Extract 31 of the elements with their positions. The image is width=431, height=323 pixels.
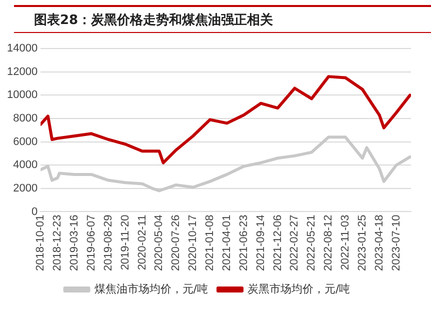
- x-tick-label: 2020-05-04: [153, 214, 166, 272]
- x-tick-label: 2021-01-08: [204, 214, 216, 272]
- y-tick-label: 14000: [6, 42, 38, 55]
- legend-label: 炭黑市场均价，元/吨: [248, 282, 350, 296]
- x-tick-label: 2022-02-27: [288, 214, 301, 272]
- x-tick-label: 2021-04-01: [220, 214, 233, 272]
- x-tick-label: 2021-12-06: [272, 214, 284, 272]
- x-tick-label: 2021-06-23: [238, 214, 250, 272]
- x-tick-label: 2023-07-10: [390, 214, 402, 272]
- x-tick-label: 2023-01-25: [356, 214, 368, 272]
- x-tick-label: 2020-07-26: [170, 214, 182, 272]
- x-tick-label: 2020-10-17: [187, 214, 200, 272]
- y-tick-label: 2000: [13, 182, 38, 194]
- chart-title: 图表28：炭黑价格走势和煤焦油强正相关: [14, 7, 431, 33]
- y-tick-label: 4000: [13, 159, 38, 172]
- x-tick-label: 2023-04-18: [373, 214, 386, 272]
- y-tick-label: 10000: [6, 89, 38, 102]
- y-tick-label: 8000: [13, 112, 38, 125]
- y-tick-label: 6000: [13, 136, 38, 148]
- x-tick-label: 2020-02-11: [136, 214, 148, 270]
- x-tick-label: 2018-12-23: [52, 214, 64, 272]
- legend-label: 煤焦油市场均价，元/吨: [94, 282, 208, 296]
- y-tick-label: 12000: [6, 66, 38, 78]
- x-tick-label: 2019-08-29: [102, 214, 114, 272]
- x-tick-label: 2022-11-03: [340, 214, 352, 270]
- x-tick-label: 2022-05-21: [306, 214, 318, 272]
- x-tick-label: 2022-08-12: [322, 214, 335, 272]
- x-tick-label: 2019-06-07: [85, 214, 98, 272]
- x-tick-label: 2019-03-16: [68, 214, 80, 272]
- x-tick-label: 2019-11-20: [119, 214, 132, 270]
- x-tick-label: 2021-09-14: [254, 214, 267, 272]
